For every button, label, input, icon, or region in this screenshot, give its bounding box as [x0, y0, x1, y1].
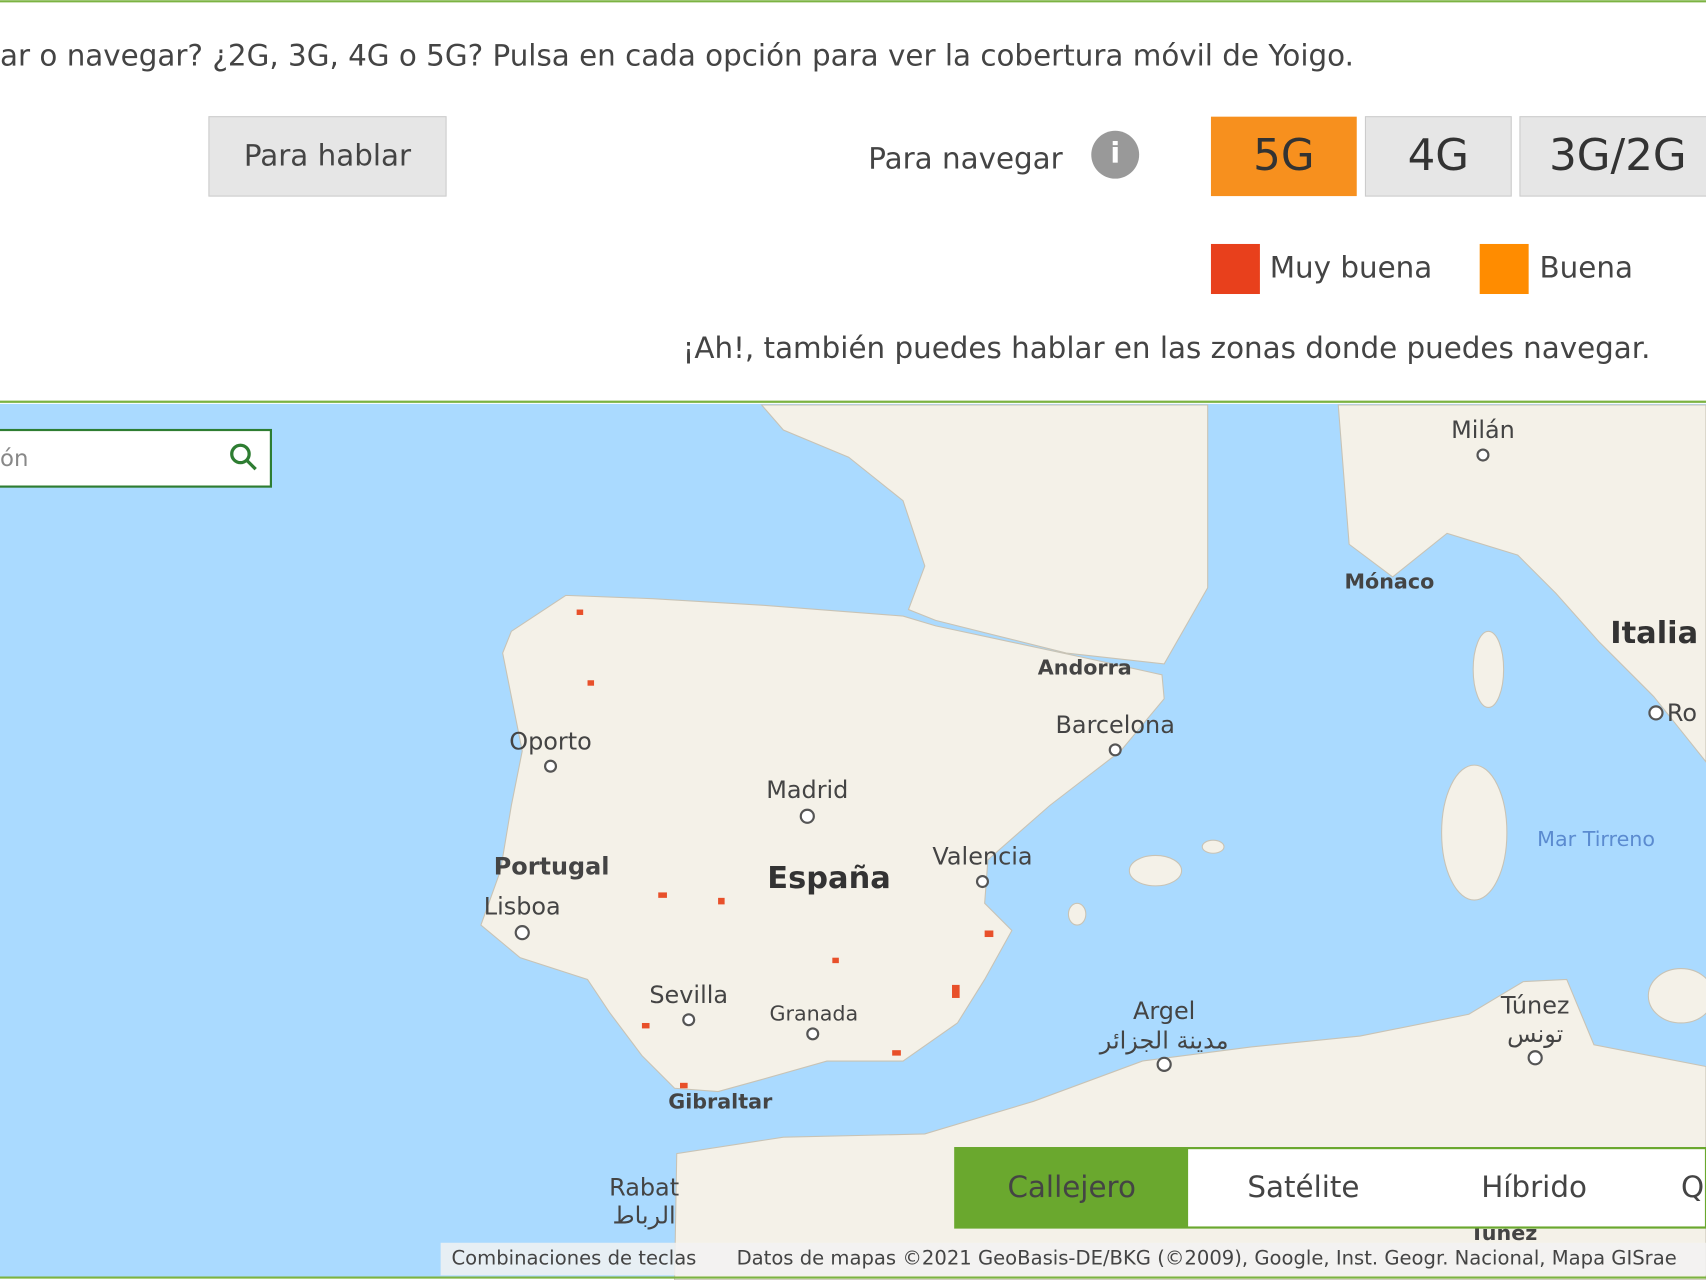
italy — [1337, 404, 1706, 763]
mallorca — [1128, 854, 1183, 887]
tab-label: 3G/2G — [1549, 131, 1686, 181]
info-circle — [1091, 130, 1140, 179]
search-icon — [245, 459, 257, 471]
coverage-spot — [641, 1022, 650, 1029]
map-label: Sevilla — [649, 981, 728, 1009]
iberia — [480, 594, 1165, 1093]
map-label: España — [767, 861, 891, 896]
city-dot — [806, 1027, 820, 1041]
map-label: Mónaco — [1344, 569, 1434, 593]
map-label: Granada — [769, 1001, 858, 1025]
map-label: Rabat — [609, 1173, 679, 1201]
map-label: Italia — [1610, 616, 1698, 651]
coverage-spot — [587, 680, 595, 686]
tab-4g[interactable]: 4G — [1364, 116, 1512, 197]
tab-bg — [1519, 116, 1706, 197]
city-dot — [682, 1013, 696, 1027]
intro-text: ar o navegar? ¿2G, 3G, 4G o 5G? Pulsa en… — [0, 38, 1354, 72]
coverage — [576, 609, 994, 1089]
keyboard-shortcuts[interactable]: Combinaciones de teclas — [452, 1247, 697, 1270]
map-label: Lisboa — [484, 893, 561, 921]
france — [760, 404, 1209, 665]
city-dot — [1527, 1050, 1543, 1066]
search-box[interactable]: ón — [0, 428, 273, 488]
coverage-spot — [984, 930, 994, 938]
menorca — [1201, 839, 1225, 854]
map-label: Milán — [1451, 416, 1515, 444]
city-dot — [1648, 705, 1664, 721]
info-icon[interactable]: i — [1091, 130, 1140, 179]
map-label: Madrid — [766, 776, 848, 804]
map-label: Ro — [1667, 699, 1697, 727]
talk-button[interactable]: Para hablar — [208, 116, 447, 197]
attribution-bg — [440, 1242, 1706, 1276]
note: ¡Ah!, también puedes hablar en las zonas… — [683, 331, 1651, 365]
city-dot — [1476, 448, 1490, 462]
map-label: Oporto — [509, 727, 592, 755]
map-label: Andorra — [1038, 655, 1132, 679]
map-label: تونس — [1507, 1020, 1563, 1048]
corsica — [1472, 630, 1505, 709]
map-type-label[interactable]: Híbrido — [1481, 1170, 1587, 1204]
map-label: Gibraltar — [668, 1089, 773, 1113]
tab-label: 5G — [1253, 131, 1314, 181]
coverage-spot — [680, 1082, 688, 1089]
city-dot — [514, 925, 530, 941]
map-label: Mar Tirreno — [1537, 827, 1655, 851]
map-type-callejero[interactable]: Callejero — [955, 1148, 1189, 1228]
tab-bg — [1210, 116, 1357, 197]
info-glyph: i — [1110, 137, 1120, 170]
city-dot — [1156, 1056, 1172, 1072]
coverage-spot — [892, 1050, 901, 1056]
map-label: Argel — [1133, 997, 1195, 1025]
map-label: Portugal — [494, 852, 610, 880]
tab-bg — [1364, 116, 1512, 197]
map-attribution: Datos de mapas ©2021 GeoBasis-DE/BKG (©2… — [737, 1247, 1677, 1270]
city-dot — [544, 759, 558, 773]
legend-swatch — [1479, 243, 1529, 295]
coverage-spot — [576, 609, 584, 615]
search-icon — [230, 443, 251, 465]
map-label: Valencia — [932, 843, 1032, 871]
coverage-spot — [952, 984, 960, 998]
map-type-label: Callejero — [1007, 1170, 1135, 1204]
city-dot — [799, 808, 815, 824]
button-label: Para hablar — [244, 138, 412, 172]
map-label: Túnez — [1500, 992, 1570, 1020]
map-type-label[interactable]: Q — [1681, 1170, 1704, 1204]
city-dot — [1108, 743, 1122, 757]
map[interactable]: Milán Mónaco Italia Andorra Barcelona Ro… — [0, 403, 1706, 1280]
map-type-label[interactable]: Satélite — [1247, 1170, 1359, 1204]
ibiza — [1067, 902, 1087, 926]
coverage-spot — [718, 897, 725, 905]
search-placeholder: ón — [0, 446, 28, 472]
coverage-spot — [658, 892, 667, 898]
coverage-spot — [832, 957, 839, 964]
legend-label: Buena — [1540, 250, 1633, 284]
legend-swatch — [1210, 243, 1260, 295]
city-dots — [514, 448, 1664, 1072]
legend-label: Muy buena — [1270, 250, 1433, 284]
tab-5g[interactable]: 5G — [1210, 116, 1357, 197]
button-bg — [208, 116, 447, 197]
city-dot — [975, 875, 990, 889]
map-label: مدينة الجزائر — [1099, 1026, 1229, 1054]
tab-label: 4G — [1408, 131, 1469, 181]
browse-label: Para navegar — [868, 142, 1063, 176]
map-label: Barcelona — [1056, 711, 1175, 739]
search-field — [0, 428, 273, 488]
tab-3g2g[interactable]: 3G/2G — [1519, 116, 1706, 197]
map-type-bg — [955, 1148, 1189, 1228]
sicily — [1647, 968, 1706, 1024]
sardinia — [1441, 764, 1508, 901]
map-label: الرباط — [612, 1202, 675, 1230]
